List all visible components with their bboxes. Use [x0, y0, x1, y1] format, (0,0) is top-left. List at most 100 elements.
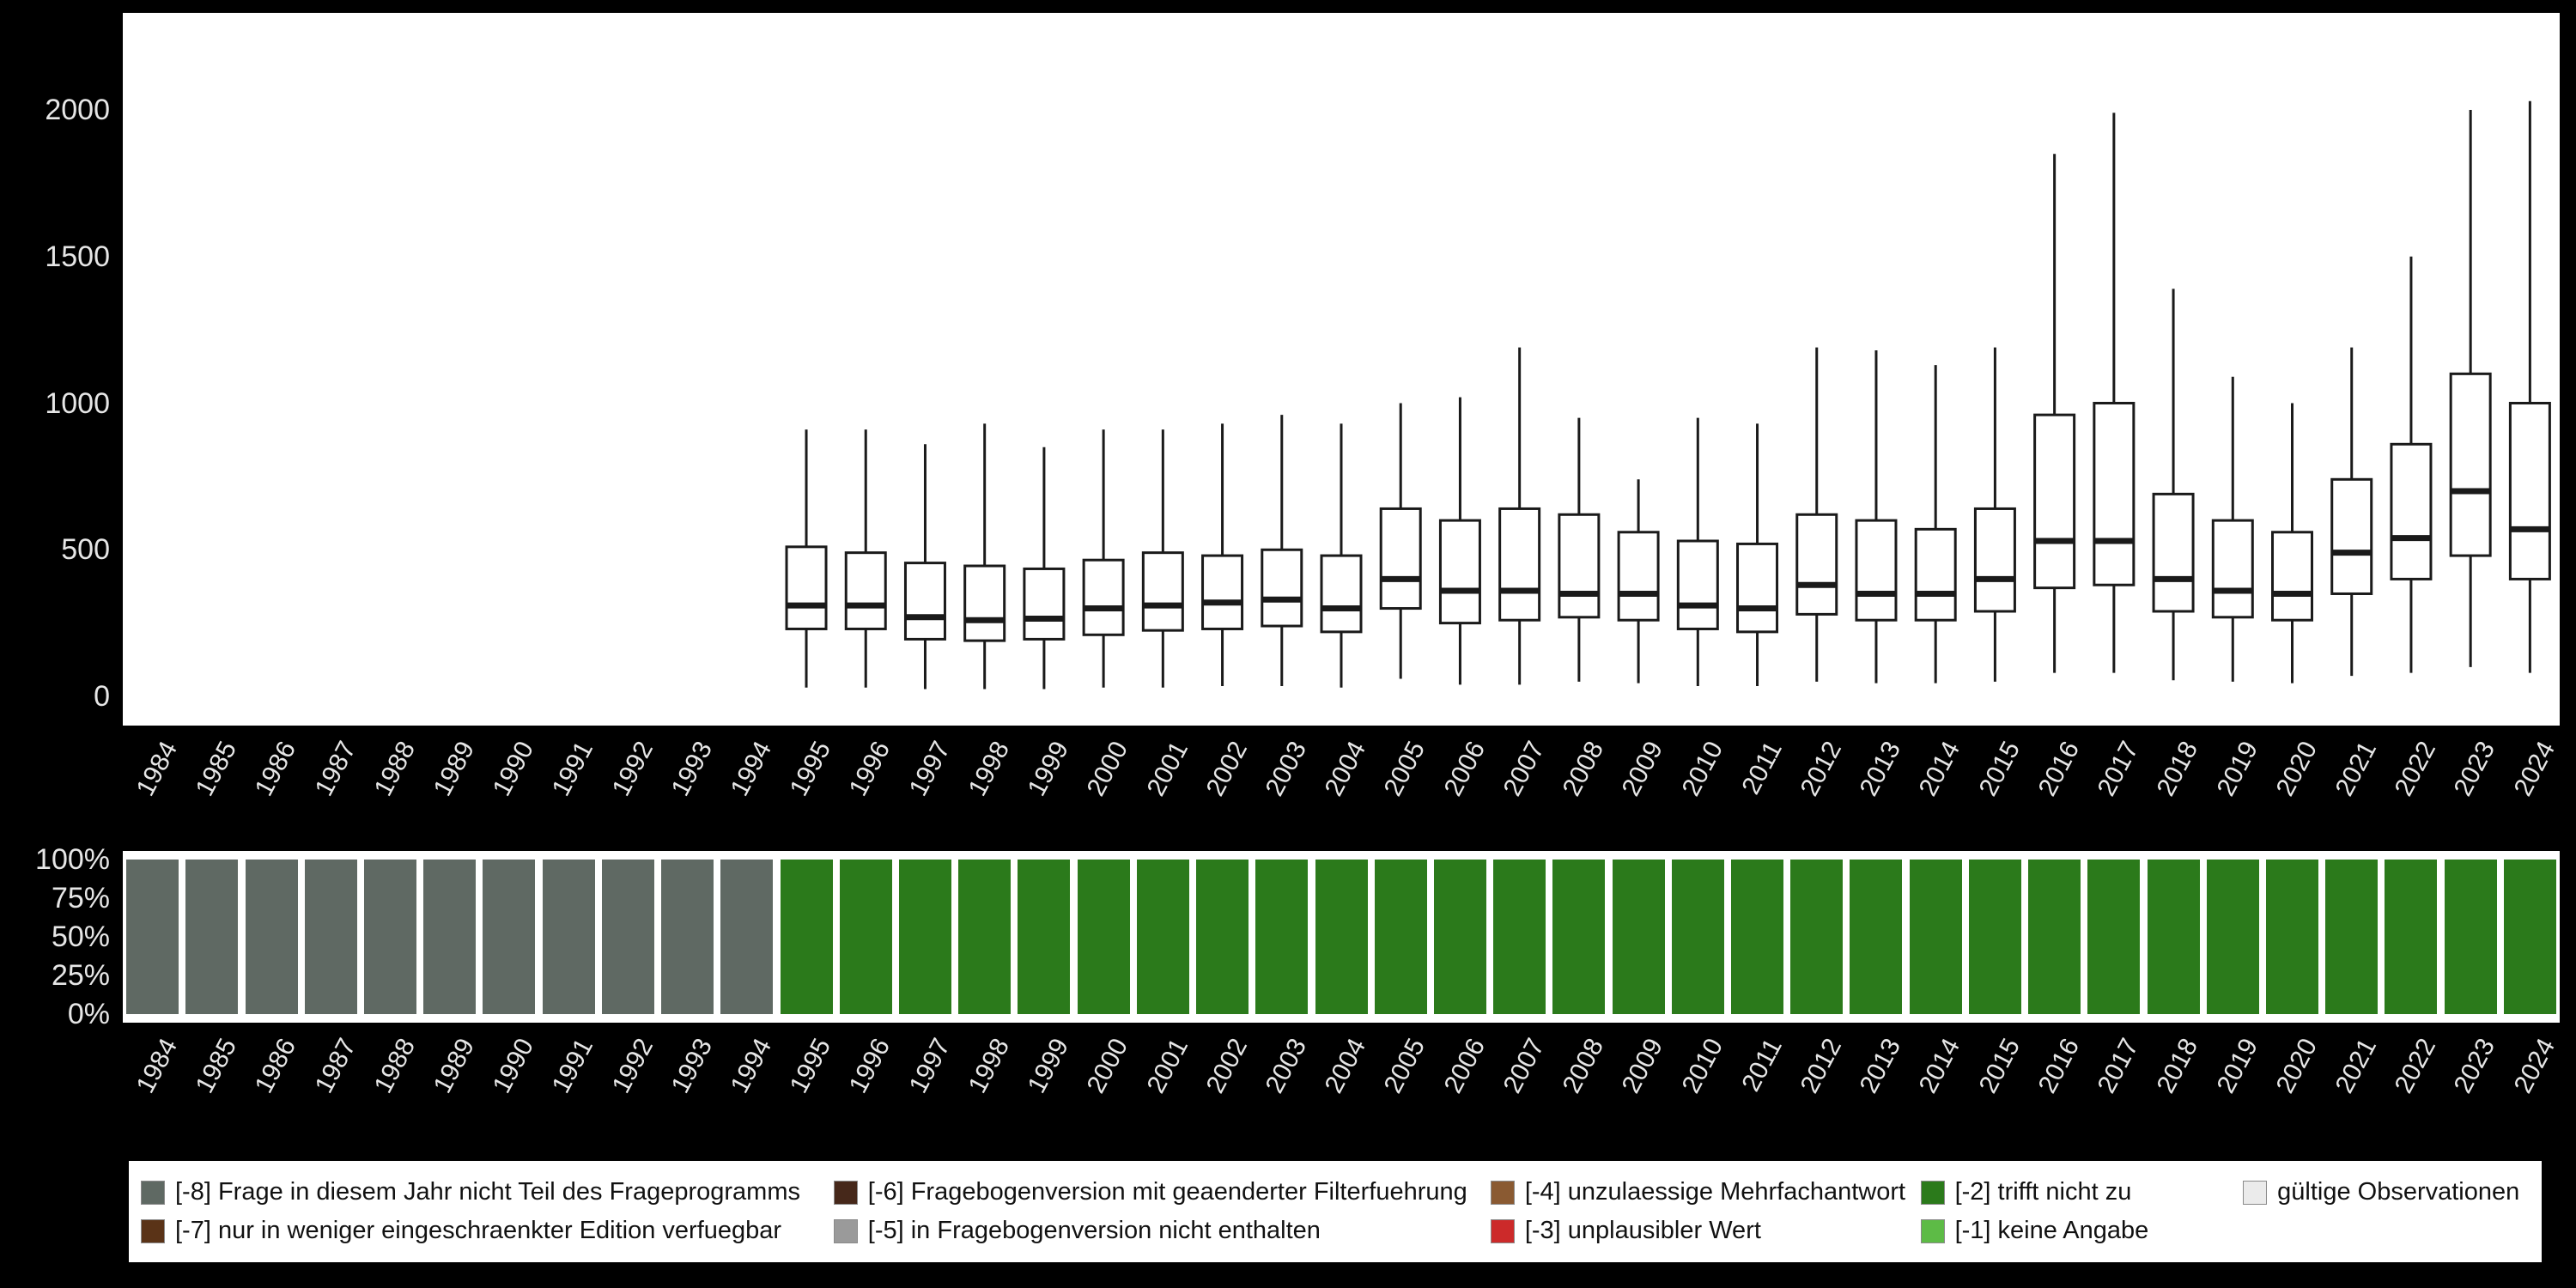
legend-swatch-minus7 [141, 1218, 165, 1243]
year-label-2007: 2007 [1498, 737, 1551, 801]
box-iqr [1498, 507, 1541, 622]
bar-1996 [839, 860, 892, 1014]
year-label-1988: 1988 [368, 1034, 421, 1098]
boxplot-ytick-label: 1000 [45, 386, 110, 420]
year-label-2003: 2003 [1260, 1034, 1313, 1098]
bar-2003 [1255, 860, 1309, 1014]
year-label-2013: 2013 [1854, 737, 1907, 801]
boxplot-2004 [1320, 423, 1363, 688]
bar-2018 [2147, 860, 2200, 1014]
year-label-1999: 1999 [1022, 737, 1075, 801]
year-label-2018: 2018 [2151, 737, 2204, 801]
boxplot-1999 [1023, 447, 1066, 690]
year-label-2024: 2024 [2508, 737, 2561, 801]
year-label-1989: 1989 [428, 1034, 481, 1098]
year-label-1987: 1987 [309, 737, 361, 801]
boxplot-panel [123, 13, 2560, 726]
box-iqr [903, 562, 946, 641]
year-label-1992: 1992 [606, 737, 659, 801]
year-label-1990: 1990 [487, 737, 540, 801]
year-label-2000: 2000 [1082, 1034, 1134, 1098]
bar-2014 [1909, 860, 1962, 1014]
year-label-2023: 2023 [2449, 1034, 2501, 1098]
year-label-1991: 1991 [547, 1034, 599, 1098]
bar-1985 [185, 860, 239, 1014]
year-label-1996: 1996 [844, 1034, 896, 1098]
bar-ytick-label: 50% [51, 920, 110, 953]
year-label-2000: 2000 [1082, 737, 1134, 801]
legend-swatch-minus3 [1490, 1218, 1515, 1243]
boxplot-ytick-label: 0 [94, 680, 110, 713]
year-label-2024: 2024 [2508, 1034, 2561, 1098]
bar-ytick-label: 75% [51, 882, 110, 914]
boxplot-svg [785, 100, 2551, 690]
boxplot-2009 [1617, 479, 1660, 683]
year-label-2022: 2022 [2389, 1034, 2442, 1098]
box-iqr [1201, 554, 1244, 630]
year-label-1984: 1984 [131, 737, 183, 801]
legend-swatch-minus8 [141, 1180, 165, 1205]
box-iqr [2271, 531, 2314, 622]
year-label-2013: 2013 [1854, 1034, 1907, 1098]
box-iqr [1914, 527, 1957, 622]
box-iqr [1261, 548, 1303, 628]
year-label-2015: 2015 [1973, 737, 2026, 801]
bar-1994 [720, 860, 774, 1014]
box-iqr [1023, 567, 1066, 641]
boxplot-1998 [963, 423, 1006, 690]
legend-item-minus1: [-1] keine Angabe [1920, 1217, 2244, 1245]
bar-2007 [1493, 860, 1546, 1014]
bar-panel [123, 851, 2560, 1023]
boxplot-1995 [785, 429, 828, 688]
box-iqr [2211, 519, 2254, 619]
bar-2023 [2444, 860, 2497, 1014]
year-label-1989: 1989 [428, 737, 481, 801]
year-label-1993: 1993 [665, 737, 718, 801]
year-label-2019: 2019 [2211, 1034, 2263, 1098]
year-label-2012: 2012 [1795, 1034, 1848, 1098]
bar-1984 [126, 860, 179, 1014]
bar-2001 [1136, 860, 1189, 1014]
bar-1989 [423, 860, 477, 1014]
year-label-2008: 2008 [1557, 1034, 1610, 1098]
year-label-2009: 2009 [1616, 1034, 1669, 1098]
year-label-2016: 2016 [2032, 737, 2085, 801]
box-iqr [2449, 372, 2492, 557]
legend-label-valid: gültige Observationen [2277, 1178, 2520, 1206]
box-iqr [2390, 442, 2433, 580]
legend-swatch-minus6 [833, 1180, 858, 1205]
bar-1991 [542, 860, 595, 1014]
year-label-2009: 2009 [1616, 737, 1669, 801]
bar-1998 [958, 860, 1012, 1014]
year-label-2002: 2002 [1200, 1034, 1253, 1098]
year-label-1993: 1993 [665, 1034, 718, 1098]
year-label-2006: 2006 [1438, 1034, 1491, 1098]
boxplot-2018 [2152, 289, 2195, 681]
legend-swatch-valid [2243, 1180, 2268, 1205]
box-iqr [1795, 513, 1838, 616]
bar-ytick-label: 0% [67, 998, 110, 1030]
boxplot-2002 [1201, 423, 1244, 687]
year-label-2018: 2018 [2151, 1034, 2204, 1098]
box-iqr [2093, 402, 2136, 586]
legend-swatch-minus1 [1920, 1218, 1945, 1243]
box-iqr [1082, 558, 1125, 636]
year-label-2006: 2006 [1438, 737, 1491, 801]
boxplot-2020 [2271, 403, 2314, 683]
legend-item-minus3: [-3] unplausibler Wert [1490, 1217, 1921, 1245]
legend-swatch-minus4 [1490, 1180, 1515, 1205]
box-iqr [1676, 539, 1719, 630]
bar-2016 [2028, 860, 2081, 1014]
year-label-2005: 2005 [1379, 1034, 1431, 1098]
bar-2021 [2325, 860, 2379, 1014]
year-label-2022: 2022 [2389, 737, 2442, 801]
bar-2019 [2206, 860, 2259, 1014]
box-iqr [2152, 492, 2195, 613]
legend-item-valid: gültige Observationen [2243, 1178, 2530, 1206]
box-iqr [2033, 413, 2076, 590]
bar-2020 [2266, 860, 2318, 1014]
year-label-2021: 2021 [2330, 1034, 2383, 1098]
boxplot-2022 [2390, 256, 2433, 673]
year-label-2010: 2010 [1676, 737, 1728, 801]
legend-label-minus5: [-5] in Fragebogenversion nicht enthalte… [867, 1217, 1321, 1244]
